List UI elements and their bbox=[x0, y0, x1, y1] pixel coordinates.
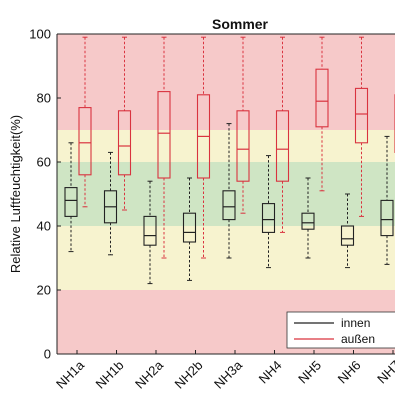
x-tick-label: NH7 bbox=[374, 358, 395, 387]
box-außen-NH2b bbox=[196, 36, 211, 259]
axes bbox=[56, 33, 395, 355]
x-tick-label: NH2a bbox=[132, 357, 167, 392]
box-außen-NH1a bbox=[78, 36, 92, 208]
box-body bbox=[301, 212, 315, 230]
x-tick-label: NH1a bbox=[53, 357, 88, 392]
box-body bbox=[380, 199, 394, 237]
box-body bbox=[236, 110, 250, 182]
y-tick-label: 0 bbox=[44, 347, 51, 362]
chart-title: Sommer bbox=[212, 16, 269, 32]
y-tick-label: 80 bbox=[37, 91, 51, 106]
box-body bbox=[340, 225, 355, 246]
box-body bbox=[275, 110, 290, 182]
x-tick-label: NH4 bbox=[256, 358, 285, 387]
x-tick-label: NH3a bbox=[211, 357, 246, 392]
comfort-band-1 bbox=[57, 226, 395, 290]
box-innen-NH5 bbox=[301, 177, 315, 259]
box-body bbox=[315, 68, 329, 128]
box-außen-NH6 bbox=[354, 36, 369, 217]
box-body bbox=[222, 190, 236, 221]
box-innen-NH4 bbox=[261, 155, 276, 269]
box-innen-NH7 bbox=[380, 135, 394, 265]
box-body bbox=[354, 87, 369, 144]
box-body bbox=[117, 110, 132, 176]
box-außen-NH3a bbox=[236, 36, 250, 214]
box-außen-NH2a bbox=[157, 36, 171, 259]
x-tick-label: NH2b bbox=[172, 358, 206, 392]
box-innen-NH6 bbox=[340, 193, 355, 269]
box-innen-NH1a bbox=[64, 142, 78, 253]
legend-label: außen bbox=[341, 332, 375, 346]
x-tick-label: NH1b bbox=[93, 358, 127, 392]
box-innen-NH3a bbox=[222, 123, 236, 259]
box-body bbox=[78, 107, 92, 176]
legend: innen außen bbox=[286, 311, 395, 349]
y-ticks: 0 20 40 60 80 100 bbox=[29, 27, 61, 362]
box-body bbox=[182, 212, 197, 243]
x-tick-label: NH6 bbox=[335, 358, 364, 387]
y-tick-label: 60 bbox=[37, 155, 51, 170]
y-tick-label: 40 bbox=[37, 219, 51, 234]
comfort-band-3 bbox=[57, 130, 395, 162]
box-innen-NH1b bbox=[103, 151, 118, 256]
box-innen-NH2a bbox=[143, 180, 157, 285]
box-body bbox=[143, 215, 157, 246]
box-body bbox=[261, 203, 276, 233]
x-tick-label: NH5 bbox=[295, 358, 324, 387]
legend-box bbox=[286, 311, 395, 349]
comfort-band-2 bbox=[57, 162, 395, 226]
box-außen-NH5 bbox=[315, 36, 329, 192]
y-tick-label: 100 bbox=[29, 27, 51, 42]
comfort-band-4 bbox=[57, 34, 395, 130]
box-body bbox=[157, 91, 171, 179]
x-ticks: NH1a NH1b NH2a NH2b NH3a NH4 NH5 NH6 NH7 bbox=[53, 350, 395, 392]
legend-label: innen bbox=[341, 316, 370, 330]
box-außen-NH4 bbox=[275, 36, 290, 233]
y-axis-label: Relative Luftfeuchtigkeit(%) bbox=[8, 115, 23, 273]
box-innen-NH2b bbox=[182, 177, 197, 281]
box-body bbox=[64, 187, 78, 217]
box-series bbox=[64, 36, 395, 285]
comfort-bands bbox=[57, 34, 395, 354]
box-außen-NH1b bbox=[117, 36, 132, 211]
y-tick-label: 20 bbox=[37, 283, 51, 298]
